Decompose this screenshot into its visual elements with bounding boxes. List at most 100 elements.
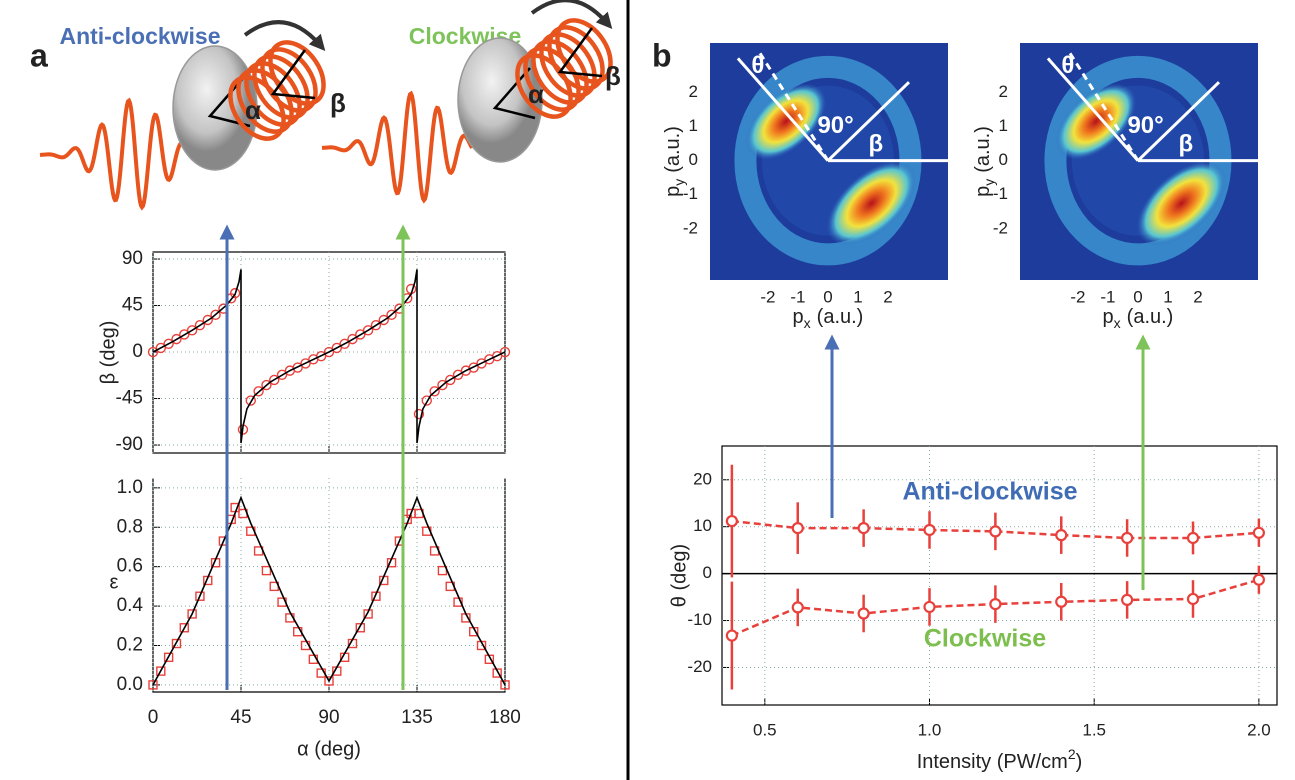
- angle-label: β: [605, 61, 621, 91]
- marker: [1186, 531, 1200, 545]
- y-tick-label: 2: [689, 82, 698, 101]
- marker: [499, 346, 511, 358]
- overlay-line: [1067, 50, 1140, 162]
- x-tick-label: 90: [318, 707, 339, 728]
- illustration: [39, 0, 613, 211]
- x-tick-label: 2: [1193, 287, 1202, 306]
- marker: [371, 591, 381, 601]
- heatmap-lobe: [826, 161, 917, 246]
- x-tick-label: -2: [760, 287, 775, 306]
- marker: [315, 350, 327, 362]
- helix: [260, 47, 318, 113]
- illustration-title: Anti-clockwise: [59, 23, 220, 49]
- label-part: p: [972, 186, 994, 197]
- marker: [179, 329, 190, 340]
- beta-angle: [557, 27, 603, 78]
- marker: [355, 329, 366, 340]
- marker: [331, 342, 343, 354]
- marker: [725, 514, 738, 528]
- y-tick-label: 1: [689, 116, 698, 135]
- axis-frame: [721, 445, 1278, 706]
- y-tick-label: 45: [122, 295, 143, 316]
- marker: [437, 379, 448, 391]
- marker: [269, 374, 280, 386]
- marker: [791, 522, 804, 535]
- x-axis-label: Intensity (PW/cm2): [917, 746, 1083, 774]
- marker: [857, 607, 870, 620]
- label-part: (a.u.): [662, 126, 684, 173]
- x-axis-label: α (deg): [297, 738, 361, 760]
- label-part: x: [804, 315, 811, 331]
- marker: [339, 338, 350, 349]
- y-tick-label: -10: [687, 610, 712, 629]
- x-tick-label: 45: [230, 707, 251, 728]
- heatmap: θ 90° β: [710, 43, 948, 280]
- charts: -90 -45 0 45 90 β (deg) 0.0 0.2 0.4 0.6 0.8 1.0 0 45 9…: [97, 43, 1278, 774]
- overlay-line: [1046, 57, 1140, 162]
- y-tick-label: 10: [693, 516, 712, 535]
- marker: [989, 598, 1002, 611]
- x-tick-label: 180: [489, 707, 521, 728]
- rotation-arrow: [530, 0, 613, 30]
- label-part: x: [1114, 315, 1121, 331]
- marker: [300, 358, 311, 369]
- marker: [468, 362, 479, 373]
- y-tick-label: 2: [999, 82, 1008, 101]
- y-axis-label: β (deg): [97, 321, 119, 385]
- angle-label: β: [330, 88, 346, 118]
- overlay-line: [736, 57, 830, 162]
- y-tick-label: 0.8: [117, 516, 143, 537]
- marker: [347, 333, 358, 345]
- y-axis-label: ε: [110, 571, 119, 593]
- annotation: θ: [1061, 52, 1074, 79]
- marker: [210, 309, 221, 321]
- marker: [156, 666, 166, 676]
- x-tick-label: -1: [790, 287, 805, 306]
- helix: [252, 54, 310, 120]
- marker: [171, 333, 182, 345]
- label-part: Intensity (PW/cm: [917, 751, 1068, 773]
- marker: [1121, 593, 1134, 606]
- y-axis-label: py (a.u.): [662, 126, 686, 197]
- angle-label: α: [245, 95, 261, 125]
- marker: [202, 314, 213, 326]
- label-part: p: [662, 186, 684, 197]
- annotation: θ: [751, 52, 764, 79]
- marker: [370, 319, 382, 331]
- marker: [355, 623, 365, 633]
- x-tick-label: 1: [1163, 287, 1172, 306]
- x-tick-label: 0: [148, 707, 159, 728]
- marker: [147, 346, 159, 358]
- marker: [292, 362, 303, 373]
- marker: [413, 408, 425, 420]
- y-tick-label: 0: [689, 150, 698, 169]
- marker: [163, 338, 174, 349]
- marker: [195, 591, 205, 601]
- marker: [155, 342, 167, 354]
- label-part: (a.u.): [817, 306, 864, 328]
- marker: [253, 386, 264, 397]
- y-tick-label: 1.0: [117, 477, 143, 498]
- y-tick-label: 0.4: [117, 595, 144, 616]
- marker: [261, 565, 272, 576]
- x-tick-label: 0: [823, 287, 832, 306]
- marker: [1252, 526, 1265, 539]
- panel-label: a: [30, 37, 48, 73]
- marker: [362, 325, 374, 336]
- marker: [421, 395, 432, 406]
- marker: [163, 652, 174, 663]
- x-tick-label: -1: [1100, 287, 1115, 306]
- marker: [276, 369, 288, 380]
- marker: [245, 395, 256, 406]
- y-tick-label: 20: [693, 469, 712, 488]
- label-part: 2: [1068, 746, 1076, 762]
- x-tick-label: 1: [853, 287, 862, 306]
- marker: [186, 325, 198, 336]
- y-axis-label: θ (deg): [668, 544, 690, 607]
- y-tick-label: -20: [687, 657, 712, 676]
- annotation: Anti-clockwise: [902, 478, 1077, 506]
- marker: [857, 522, 870, 535]
- marker: [148, 680, 158, 690]
- helix: [244, 61, 302, 127]
- label-part: y: [981, 179, 997, 186]
